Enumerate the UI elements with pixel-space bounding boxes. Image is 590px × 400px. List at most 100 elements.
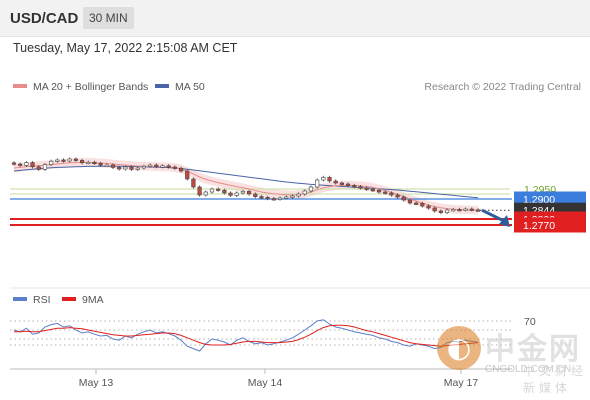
candle-body bbox=[129, 166, 134, 170]
candle-body bbox=[234, 192, 239, 196]
candle-body bbox=[49, 160, 54, 165]
candle-body bbox=[160, 165, 165, 168]
forecast-arrow-head bbox=[499, 215, 510, 227]
price-legend: MA 20 + Bollinger Bands MA 50 bbox=[13, 81, 205, 93]
bollinger-bands bbox=[14, 158, 478, 215]
moving-averages bbox=[13, 161, 479, 211]
candle-body bbox=[296, 193, 301, 197]
candle-body bbox=[345, 183, 351, 186]
candle-body bbox=[11, 162, 17, 165]
candle-body bbox=[451, 209, 456, 212]
candle-body bbox=[389, 192, 394, 196]
candle-body bbox=[228, 192, 233, 196]
candle-body bbox=[407, 199, 413, 204]
candle-body bbox=[86, 161, 91, 164]
candle-body bbox=[92, 161, 97, 164]
candle-body bbox=[148, 164, 153, 167]
watermark: ◐ 中金网 CNGOLD.COM.CN 中文财经新媒体 bbox=[437, 318, 587, 395]
ma50-line bbox=[13, 165, 479, 199]
candle-body bbox=[321, 177, 326, 181]
ma20-line bbox=[13, 161, 479, 211]
candle-body bbox=[178, 167, 184, 172]
candle-body bbox=[172, 166, 177, 169]
candle-body bbox=[166, 165, 171, 168]
candle-body bbox=[426, 205, 431, 209]
candle-body bbox=[432, 207, 437, 212]
candle-body bbox=[444, 209, 450, 213]
candle-body bbox=[438, 210, 443, 213]
watermark-tagline: 中文财经新媒体 bbox=[523, 364, 588, 395]
candle-body bbox=[222, 189, 227, 194]
top-bar: USD/CAD 30 MIN bbox=[0, 0, 590, 37]
candle-body bbox=[36, 166, 41, 170]
candle-body bbox=[302, 190, 307, 195]
candle-body bbox=[135, 167, 140, 170]
bollinger-area bbox=[14, 158, 478, 215]
x-tick-label: May 13 bbox=[79, 377, 114, 389]
candle-body bbox=[352, 185, 357, 188]
candle-body bbox=[209, 188, 215, 193]
x-tick-label: May 17 bbox=[444, 377, 479, 389]
x-tick-label: May 14 bbox=[248, 377, 283, 389]
candle-body bbox=[395, 194, 400, 198]
candle-body bbox=[240, 191, 246, 194]
candle-body bbox=[475, 209, 481, 212]
candles bbox=[11, 157, 481, 215]
watermark-url: CNGOLD.COM.CN bbox=[485, 364, 572, 375]
candle-body bbox=[191, 178, 196, 188]
candle-body bbox=[216, 188, 221, 191]
candle-body bbox=[339, 182, 344, 185]
rsi-tick-70: 70 bbox=[524, 316, 536, 328]
rsi-legend-label: RSI bbox=[33, 294, 51, 306]
forecast-arrow bbox=[481, 208, 510, 227]
candle-body bbox=[154, 164, 159, 167]
candle-body bbox=[203, 191, 208, 196]
support-label-5: 1.2770 bbox=[523, 220, 555, 232]
research-credit: Research © 2022 Trading Central bbox=[424, 81, 581, 93]
rsi-legend: RSI 9MA bbox=[13, 294, 104, 306]
x-axis: May 13 May 14 May 17 bbox=[10, 368, 512, 389]
timestamp: Tuesday, May 17, 2022 2:15:08 AM CET bbox=[13, 41, 238, 55]
candle-body bbox=[61, 159, 66, 162]
candle-body bbox=[185, 170, 190, 180]
candle-body bbox=[271, 198, 276, 201]
candle-body bbox=[469, 208, 474, 211]
candle-body bbox=[24, 162, 29, 166]
candle-body bbox=[383, 191, 388, 194]
candle-body bbox=[358, 186, 363, 189]
candle-body bbox=[67, 158, 72, 162]
candle-body bbox=[401, 196, 406, 201]
key-levels bbox=[10, 188, 512, 226]
candle-body bbox=[110, 164, 116, 168]
candle-body bbox=[73, 158, 78, 161]
rsi-panel: 70 bbox=[10, 316, 536, 352]
candle-body bbox=[265, 197, 270, 200]
watermark-logo-icon: ◐ bbox=[437, 326, 481, 370]
rsi-ma-line bbox=[14, 324, 479, 347]
candle-body bbox=[463, 208, 468, 211]
candle-body bbox=[141, 165, 147, 169]
candle-body bbox=[333, 180, 338, 184]
candle-body bbox=[290, 195, 295, 198]
candle-body bbox=[370, 189, 375, 192]
candle-body bbox=[259, 196, 264, 199]
candle-body bbox=[117, 167, 122, 170]
candle-body bbox=[79, 160, 85, 164]
watermark-name: 中金网 bbox=[485, 332, 581, 367]
candle-body bbox=[376, 189, 382, 193]
timeframe-button[interactable]: 30 MIN bbox=[83, 7, 134, 29]
forecast-arrow-shaft bbox=[481, 208, 507, 224]
candle-body bbox=[123, 166, 128, 170]
candle-body bbox=[327, 177, 332, 182]
symbol-label: USD/CAD bbox=[10, 10, 79, 27]
candle-body bbox=[284, 196, 289, 199]
candle-body bbox=[253, 193, 258, 197]
candle-body bbox=[55, 159, 60, 162]
rsi-line bbox=[13, 319, 479, 352]
support-label-box-5 bbox=[514, 217, 586, 233]
ma20-legend-label: MA 20 + Bollinger Bands bbox=[33, 81, 148, 93]
candle-body bbox=[414, 202, 419, 205]
candle-body bbox=[364, 187, 369, 190]
